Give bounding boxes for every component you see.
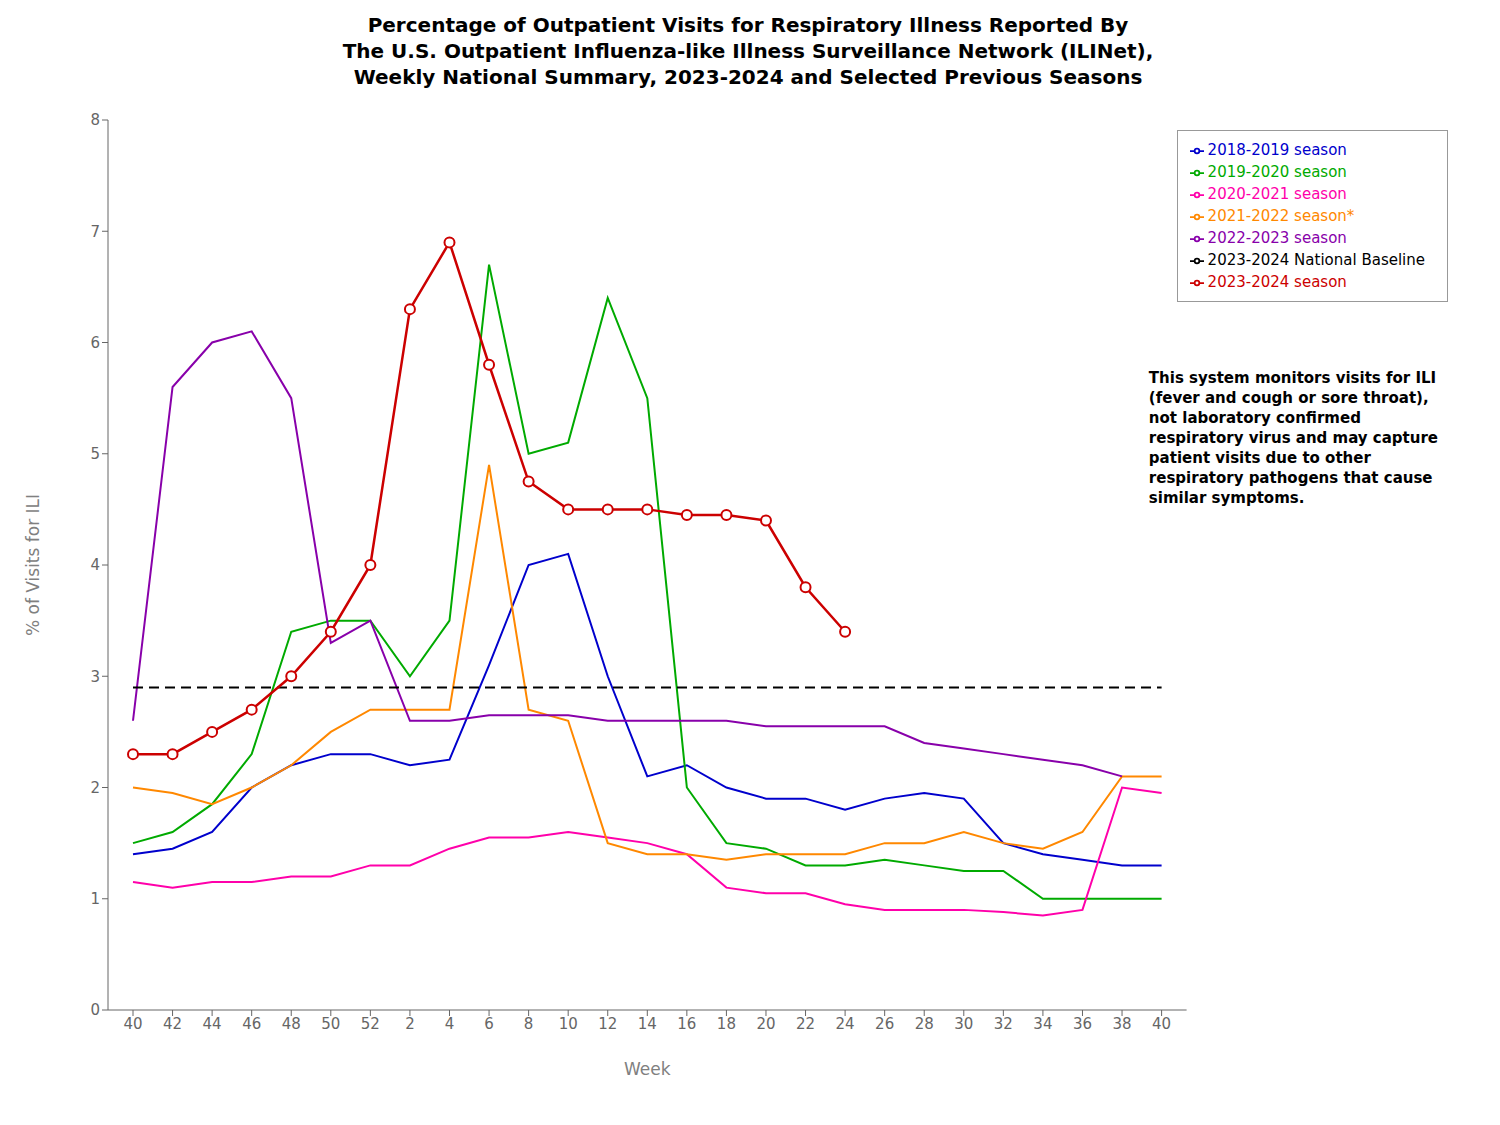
svg-text:20: 20: [756, 1015, 775, 1033]
svg-text:24: 24: [836, 1015, 855, 1033]
svg-text:34: 34: [1033, 1015, 1052, 1033]
svg-text:50: 50: [321, 1015, 340, 1033]
svg-text:2: 2: [405, 1015, 415, 1033]
svg-text:3: 3: [90, 668, 100, 686]
svg-text:2: 2: [90, 779, 100, 797]
svg-text:6: 6: [90, 334, 100, 352]
svg-text:40: 40: [1152, 1015, 1171, 1033]
svg-text:30: 30: [954, 1015, 973, 1033]
svg-text:4: 4: [445, 1015, 455, 1033]
svg-text:12: 12: [598, 1015, 617, 1033]
svg-text:38: 38: [1112, 1015, 1131, 1033]
svg-text:Week: Week: [624, 1059, 671, 1079]
html-text:2019-2020 season: 2019-2020 season: [1207, 163, 1347, 181]
html-text:2023-2024 National Baseline: 2023-2024 National Baseline: [1207, 251, 1425, 269]
svg-text:26: 26: [875, 1015, 894, 1033]
svg-text:22: 22: [796, 1015, 815, 1033]
svg-text:52: 52: [361, 1015, 380, 1033]
html-text:2023-2024 season: 2023-2024 season: [1207, 273, 1347, 291]
html-text:This system monitors visits fo: This system monitors visits for ILI (fev…: [1148, 369, 1438, 507]
svg-text:0: 0: [90, 1001, 100, 1019]
svg-text:7: 7: [90, 223, 100, 241]
svg-text:5: 5: [90, 445, 100, 463]
svg-text:28: 28: [915, 1015, 934, 1033]
svg-text:48: 48: [282, 1015, 301, 1033]
svg-text:4: 4: [90, 556, 100, 574]
svg-text:% of Visits for ILI: % of Visits for ILI: [23, 494, 43, 636]
svg-text:36: 36: [1073, 1015, 1092, 1033]
html-text:2021-2022 season*: 2021-2022 season*: [1207, 207, 1355, 225]
svg-text:16: 16: [677, 1015, 696, 1033]
svg-text:1: 1: [90, 890, 100, 908]
svg-text:40: 40: [123, 1015, 142, 1033]
svg-text:32: 32: [994, 1015, 1013, 1033]
svg-text:18: 18: [717, 1015, 736, 1033]
svg-text:46: 46: [242, 1015, 261, 1033]
svg-text:8: 8: [524, 1015, 534, 1033]
html-text:Percentage of Outpatient Visit: Percentage of Outpatient Visits for Resp…: [342, 13, 1154, 89]
svg-text:14: 14: [638, 1015, 657, 1033]
svg-text:8: 8: [90, 111, 100, 129]
html-text:2022-2023 season: 2022-2023 season: [1207, 229, 1347, 247]
svg-text:44: 44: [203, 1015, 222, 1033]
svg-text:6: 6: [484, 1015, 494, 1033]
svg-text:42: 42: [163, 1015, 182, 1033]
svg-text:10: 10: [559, 1015, 578, 1033]
html-text:2018-2019 season: 2018-2019 season: [1207, 141, 1347, 159]
html-text:2020-2021 season: 2020-2021 season: [1207, 185, 1347, 203]
